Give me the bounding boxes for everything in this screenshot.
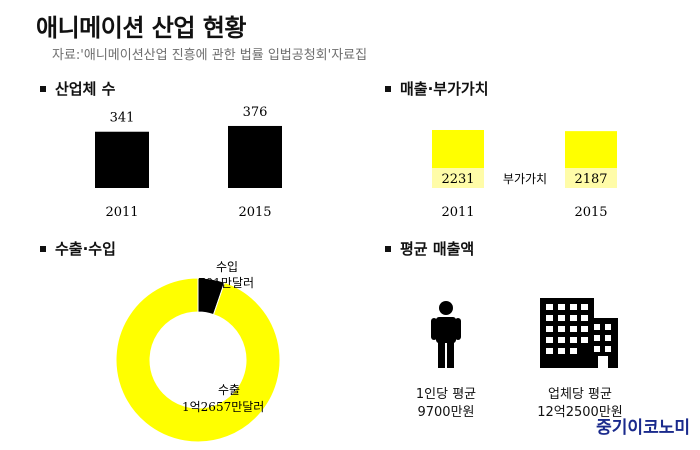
tick-label: 2011 (105, 205, 138, 220)
section-heading-sales: 매출·부가가치 (385, 78, 489, 99)
slice-label: 수출 (218, 383, 240, 397)
slice-value-label: 1억2657만달러 (182, 400, 264, 414)
company-average: 업체당 평균 12억2500만원 (520, 386, 640, 422)
data-label: 2187 (574, 172, 607, 187)
person-average-value: 9700만원 (417, 405, 475, 420)
source-note: 자료:'애니메이션산업 진흥에 관한 법률 입법공청회'자료집 (52, 48, 368, 63)
data-label: 341 (110, 111, 135, 126)
bullet-icon (40, 245, 46, 252)
bullet-icon (385, 245, 391, 252)
companies-chart-svg: 341 2011 376 2015 (95, 105, 282, 220)
company-average-label: 업체당 평균 (548, 387, 612, 402)
person-average: 1인당 평균 9700만원 (396, 386, 496, 422)
tick-label: 2015 (574, 205, 607, 220)
section-heading-trade: 수출·수입 (40, 238, 116, 259)
section-label: 평균 매출액 (400, 240, 475, 258)
companies-chart: 341 2011 376 2015 (60, 100, 320, 230)
section-label: 매출·부가가치 (400, 80, 489, 98)
brand-logo: 중기이코노미 (596, 418, 690, 438)
bar (228, 125, 282, 188)
data-label: 376 (243, 105, 268, 120)
section-label: 수출·수입 (55, 240, 116, 258)
sales-chart-svg: 2231 2011 2187 2015 부가가치 (432, 129, 617, 220)
section-heading-average: 평균 매출액 (385, 238, 474, 259)
data-label: 2231 (441, 172, 474, 187)
bullet-icon (40, 85, 46, 92)
section-heading-companies: 산업체 수 (40, 78, 115, 99)
page-title: 애니메이션 산업 현황 (36, 14, 246, 42)
slice-value-label: 701만달러 (198, 276, 254, 290)
section-label: 산업체 수 (55, 80, 116, 98)
pie-slice (115, 277, 281, 443)
sales-chart: 2231 2011 2187 2015 부가가치 (420, 100, 640, 230)
bullet-icon (385, 85, 391, 92)
person-average-label: 1인당 평균 (415, 387, 477, 402)
bar (95, 131, 149, 188)
company-average-value: 12억2500만원 (537, 405, 623, 420)
building-icon (538, 290, 620, 368)
person-icon (428, 300, 464, 368)
tick-label: 2015 (238, 205, 271, 220)
bar-segment (565, 168, 617, 188)
bar-segment (432, 168, 484, 188)
slice-label: 수입 (216, 260, 238, 274)
series-label: 부가가치 (503, 172, 547, 186)
tick-label: 2011 (441, 205, 474, 220)
